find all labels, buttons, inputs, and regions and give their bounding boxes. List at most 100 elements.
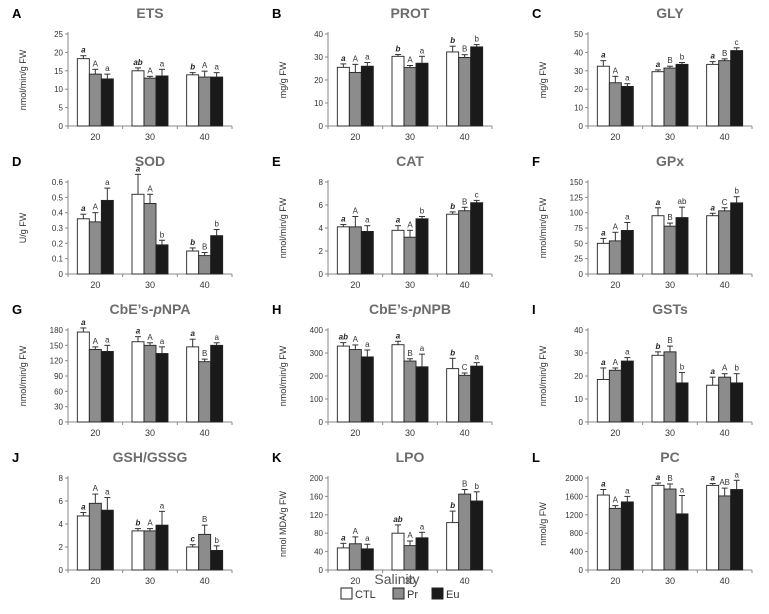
bar-pr [348, 543, 362, 571]
significance-label: B [202, 243, 207, 252]
y-tick-label: 2 [59, 543, 64, 552]
bar-pr [143, 203, 157, 275]
panel-letter: G [12, 302, 22, 317]
bar-pr [718, 60, 732, 127]
significance-label: a [81, 204, 86, 213]
significance-label: a [81, 503, 86, 512]
panel-title: CbE’s-pNPA [110, 301, 191, 317]
significance-label: b [680, 53, 685, 62]
significance-label: b [680, 363, 685, 372]
significance-label: A [147, 333, 153, 342]
panel-h: H CbE’s-pNPB nmol/min/g FW 0 100 200 300 400 20 a… [272, 301, 493, 438]
y-axis-title: mg/g FW [278, 61, 288, 98]
panel-title: LPO [396, 449, 425, 465]
significance-label: a [656, 473, 661, 482]
y-tick-label: 20 [574, 85, 583, 94]
significance-label: b [214, 220, 219, 229]
y-tick-label: 6 [59, 497, 64, 506]
bar-pr [718, 376, 732, 423]
significance-label: a [420, 46, 425, 55]
significance-label: b [420, 207, 425, 216]
bar-pr [608, 507, 622, 571]
bar-ctl [336, 345, 350, 423]
bar-eu [620, 85, 634, 127]
panel-title-main: ETS [136, 5, 163, 21]
y-tick-label: 6 [319, 201, 324, 210]
y-tick-label: 30 [574, 67, 583, 76]
x-tick-label: 40 [460, 132, 470, 142]
bar-ctl [651, 215, 665, 275]
y-tick-label: 10 [314, 99, 323, 108]
bar-pr [143, 530, 157, 571]
significance-label: a [160, 501, 165, 510]
bar-ctl [131, 193, 145, 275]
significance-label: a [365, 340, 370, 349]
panel-letter: E [272, 154, 281, 169]
significance-label: c [735, 38, 739, 47]
panel-title-main: CbE’s- [369, 301, 413, 317]
y-tick-label: 0 [579, 566, 584, 575]
panel-letter: B [272, 6, 281, 21]
significance-label: a [601, 228, 606, 237]
panel-title-main: GPx [656, 153, 684, 169]
bar-ctl [76, 58, 90, 127]
significance-label: A [353, 335, 359, 344]
significance-label: B [667, 336, 672, 345]
bar-eu [155, 353, 169, 423]
y-tick-label: 0 [579, 418, 584, 427]
y-tick-label: 125 [570, 193, 584, 202]
significance-label: B [722, 49, 727, 58]
significance-label: a [136, 327, 141, 336]
significance-label: AB [719, 478, 730, 487]
y-tick-label: 20 [574, 372, 583, 381]
significance-label: A [407, 220, 413, 229]
bar-ctl [131, 341, 145, 423]
x-tick-label: 40 [200, 280, 210, 290]
significance-label: b [396, 44, 401, 53]
x-tick-label: 30 [665, 280, 675, 290]
bar-ctl [446, 522, 460, 571]
panel-g: G CbE’s-pNPA nmol/min/g FW 0 30 60 90 120 150 180… [12, 301, 233, 438]
bar-ctl [391, 532, 405, 571]
significance-label: b [214, 536, 219, 545]
bar-ctl [186, 74, 200, 127]
significance-label: a [190, 329, 195, 338]
x-tick-label: 20 [350, 576, 360, 586]
y-tick-label: 100 [570, 209, 584, 218]
legend: CTL Pr Eu [340, 587, 459, 601]
y-tick-label: 0.4 [52, 209, 64, 218]
y-axis-title: nmol/g FW [538, 502, 548, 546]
bar-ctl [596, 65, 610, 127]
significance-label: b [656, 342, 661, 351]
bar-eu [470, 365, 484, 423]
y-tick-label: 1200 [565, 511, 583, 520]
panel-letter: C [532, 6, 542, 21]
significance-label: c [475, 190, 479, 199]
y-tick-label: 0.6 [52, 178, 64, 187]
y-tick-label: 0.2 [52, 239, 64, 248]
bar-ctl [596, 494, 610, 571]
significance-label: B [202, 515, 207, 524]
panel-title-italic: p [412, 301, 422, 317]
x-tick-label: 40 [460, 428, 470, 438]
significance-label: A [407, 56, 413, 65]
y-tick-label: 120 [310, 511, 324, 520]
legend-swatch-pr [392, 587, 405, 600]
y-tick-label: 0 [319, 122, 324, 131]
y-tick-label: 150 [50, 341, 64, 350]
y-axis-title: nmol MDA/g FW [278, 490, 288, 557]
bar-ctl [651, 484, 665, 571]
y-tick-label: 20 [314, 76, 323, 85]
panel-title: GLY [656, 5, 684, 21]
significance-label: A [202, 61, 208, 70]
bar-eu [155, 524, 169, 571]
bar-pr [718, 210, 732, 275]
y-axis-title: nmol/min/g FW [278, 345, 288, 406]
bar-eu [100, 199, 114, 275]
panel-letter: H [272, 302, 281, 317]
significance-label: a [601, 51, 606, 60]
legend-label-ctl: CTL [355, 589, 376, 601]
y-tick-label: 0 [579, 122, 584, 131]
